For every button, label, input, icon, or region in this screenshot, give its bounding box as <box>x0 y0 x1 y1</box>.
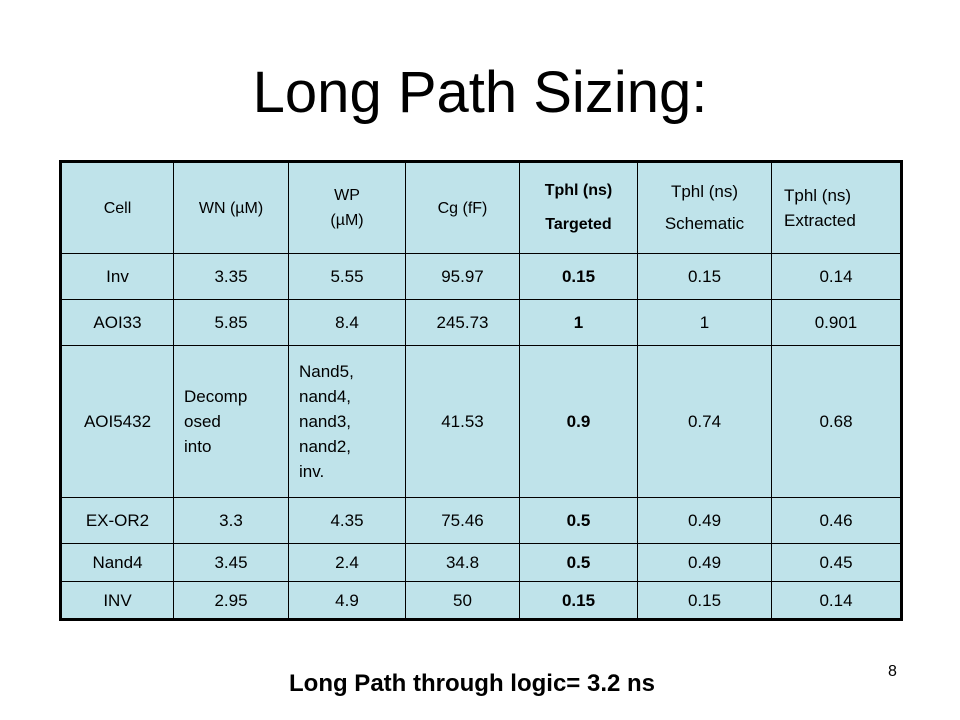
cell-extracted: 0.46 <box>771 497 902 544</box>
cell-extracted: 0.901 <box>771 299 902 346</box>
header-wp: WP (µM) <box>288 161 406 254</box>
cell-schematic: 0.49 <box>637 497 772 544</box>
cell-wp: 4.9 <box>288 581 406 620</box>
cell-name: EX-OR2 <box>60 497 174 544</box>
cell-cg: 41.53 <box>405 345 520 498</box>
cell-cg: 245.73 <box>405 299 520 346</box>
cell-name: AOI5432 <box>60 345 174 498</box>
cell-schematic: 0.74 <box>637 345 772 498</box>
cell-wp-line: inv. <box>299 462 325 481</box>
cell-targeted: 0.15 <box>519 581 638 620</box>
cell-cg: 75.46 <box>405 497 520 544</box>
header-cell: Cell <box>60 161 174 254</box>
long-path-summary: Long Path through logic= 3.2 ns <box>289 670 656 697</box>
header-wp-line1: WP <box>334 187 360 204</box>
cell-cg: 34.8 <box>405 543 520 582</box>
cell-name: Nand4 <box>60 543 174 582</box>
cell-wn: 3.3 <box>173 497 289 544</box>
cell-targeted: 0.5 <box>519 543 638 582</box>
header-extracted-line2: Extracted <box>784 211 856 230</box>
cell-name: INV <box>60 581 174 620</box>
cell-extracted: 0.14 <box>771 581 902 620</box>
table-row: INV 2.95 4.9 50 0.15 0.15 0.14 <box>60 581 902 620</box>
cell-wp: Nand5, nand4, nand3, nand2, inv. <box>288 345 406 498</box>
cell-wn-line: into <box>184 437 212 456</box>
table-row: AOI33 5.85 8.4 245.73 1 1 0.901 <box>60 299 902 346</box>
cell-schematic: 0.49 <box>637 543 772 582</box>
table-row: EX-OR2 3.3 4.35 75.46 0.5 0.49 0.46 <box>60 497 902 544</box>
page-number: 8 <box>888 663 897 680</box>
cell-schematic: 0.15 <box>637 581 772 620</box>
cell-wn-line: Decomp <box>184 387 248 406</box>
cell-wn: Decomp osed into <box>173 345 289 498</box>
header-targeted-line2: Targeted <box>545 216 612 233</box>
cell-wp-line: nand3, <box>299 412 351 431</box>
cell-wp: 5.55 <box>288 253 406 300</box>
header-targeted-line1: Tphl (ns) <box>544 182 613 199</box>
cell-wp: 2.4 <box>288 543 406 582</box>
table-header-row: Cell WN (µM) WP (µM) Cg (fF) Tphl (ns) T… <box>60 161 902 254</box>
cell-schematic: 1 <box>637 299 772 346</box>
cell-cg: 50 <box>405 581 520 620</box>
header-extracted: Tphl (ns) Extracted <box>771 161 902 254</box>
header-wn: WN (µM) <box>173 161 289 254</box>
header-cg: Cg (fF) <box>405 161 520 254</box>
table-row: Inv 3.35 5.55 95.97 0.15 0.15 0.14 <box>60 253 902 300</box>
cell-targeted: 0.15 <box>519 253 638 300</box>
cell-wp-line: nand2, <box>299 437 351 456</box>
cell-targeted: 0.9 <box>519 345 638 498</box>
cell-extracted: 0.14 <box>771 253 902 300</box>
cell-schematic: 0.15 <box>637 253 772 300</box>
cell-wp: 4.35 <box>288 497 406 544</box>
cell-extracted: 0.68 <box>771 345 902 498</box>
cell-targeted: 0.5 <box>519 497 638 544</box>
cell-wn: 3.45 <box>173 543 289 582</box>
cell-wn: 5.85 <box>173 299 289 346</box>
cell-wp-line: Nand5, <box>299 362 354 381</box>
sizing-table: Cell WN (µM) WP (µM) Cg (fF) Tphl (ns) T… <box>59 160 903 621</box>
cell-cg: 95.97 <box>405 253 520 300</box>
table-row: Nand4 3.45 2.4 34.8 0.5 0.49 0.45 <box>60 543 902 582</box>
slide-title: Long Path Sizing: <box>252 60 708 125</box>
cell-name: Inv <box>60 253 174 300</box>
cell-extracted: 0.45 <box>771 543 902 582</box>
header-extracted-line1: Tphl (ns) <box>784 186 852 205</box>
header-targeted: Tphl (ns) Targeted <box>519 161 638 254</box>
table-row: AOI5432 Decomp osed into Nand5, nand4, n… <box>60 345 902 498</box>
header-schematic-line1: Tphl (ns) <box>670 182 739 201</box>
cell-wn: 3.35 <box>173 253 289 300</box>
cell-wn: 2.95 <box>173 581 289 620</box>
cell-wn-line: osed <box>184 412 221 431</box>
header-wp-line2: (µM) <box>330 212 364 229</box>
cell-targeted: 1 <box>519 299 638 346</box>
cell-name: AOI33 <box>60 299 174 346</box>
header-schematic-line2: Schematic <box>664 214 745 233</box>
cell-wp: 8.4 <box>288 299 406 346</box>
cell-wp-line: nand4, <box>299 387 351 406</box>
header-schematic: Tphl (ns) Schematic <box>637 161 772 254</box>
